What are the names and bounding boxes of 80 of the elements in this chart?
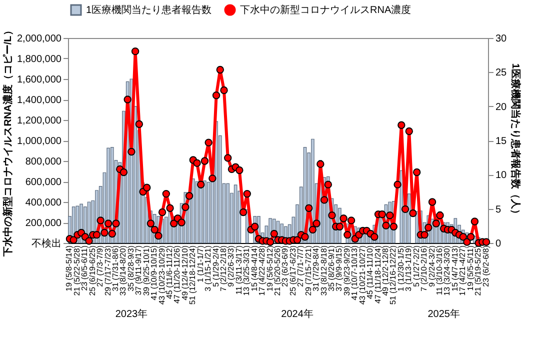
x-tick-label: 19 (5/6-5/12): [265, 245, 274, 292]
x-tick-label: 19 (5/5-5/11): [466, 245, 475, 291]
x-tick-label: 1 (1/1-1/7): [196, 245, 205, 282]
x-tick-label: 19 (5/8-5/14): [64, 245, 74, 292]
x-tick-label: 43 (10/23-10/29): [157, 245, 166, 305]
x-tick-label: 23 (6/3-6/9): [280, 245, 290, 287]
y-tick-label: 1,400,000: [17, 95, 62, 106]
x-tick-label: 17 (4/21-4/27): [458, 245, 468, 296]
x-tick-label: 47 (11/20-11/26): [172, 245, 182, 304]
y-tick-label: 不検出: [32, 238, 62, 250]
x-tick-label: 5 (1/27-2/2): [412, 245, 421, 287]
x-tick-label: 29 (7/15-7/21): [304, 245, 313, 296]
y-tick-label: 400,000: [25, 198, 62, 208]
x-tick-label: 33 (8/12-8/18): [319, 245, 328, 296]
x-tick-label: 35 (8/28-9/3): [126, 245, 136, 292]
text: 2023年: [115, 308, 148, 320]
x-tick-label: 15 (4/8-4/14): [250, 245, 259, 292]
y-tick-label: 2,000,000: [17, 34, 62, 44]
x-tick-label: 31 (7/29-8/4): [312, 245, 321, 292]
y2-tick-label: 25: [496, 68, 508, 79]
x-tick-label: 51 (12/18-12/24): [188, 245, 198, 305]
y2-tick-label: 30: [496, 34, 508, 44]
y-tick-label: 1,800,000: [17, 54, 62, 65]
y2-tick-label: 20: [496, 102, 508, 113]
legend-label: 下水中の新型コロナウイルスRNA濃度: [240, 4, 412, 16]
y-tick-label: 1,200,000: [17, 116, 62, 126]
text: 2025年: [428, 308, 460, 320]
y-axis-title: 下水中の新型コロナウイルスRNA濃度（コピー/L）: [2, 26, 14, 258]
x-tick-label: 17 (4/22-4/28): [258, 245, 267, 296]
x-tick-label: 13 (3/24-3/30): [442, 245, 452, 296]
x-tick-label: 45 (11/4-11/10): [366, 245, 375, 300]
x-tick-label: 3 (1/15-1/21): [204, 245, 213, 292]
y-tick-label: 600,000: [25, 177, 62, 188]
x-tick-label: 41 (10/7-10/13): [350, 245, 360, 300]
x-tick-label: 23 (6/5-6/11): [80, 245, 90, 291]
y2-tick-label: 10: [496, 170, 508, 182]
x-tick-label: 43 (10/21-10/27): [358, 245, 367, 305]
y2-tick-label: 0: [496, 238, 502, 250]
x-tick-label: 39 (9/23-9/29): [342, 245, 352, 296]
x-tick-label: 9 (2/24-3/2): [427, 245, 436, 287]
x-tick-label: 25 (6/17-6/23): [288, 245, 298, 296]
x-tick-label: 21 (5/19-5/25): [474, 245, 483, 296]
x-tick-label: 29 (7/17-7/23): [103, 245, 112, 296]
x-tick-label: 51 (12/16-12/22): [388, 245, 398, 305]
y2-tick-label: 15: [496, 136, 508, 147]
x-tick-label: 15 (4/7-4/13): [450, 245, 460, 292]
x-tick-label: 23 (6/2-6/8): [481, 245, 490, 287]
x-tick-label: 33 (8/14-8/20): [118, 245, 128, 296]
bar: [234, 184, 238, 244]
x-tick-label: 1 (12/30-1/5): [396, 245, 406, 292]
x-tick-label: 7 (2/10-2/16): [420, 245, 429, 292]
text: 2024年: [281, 308, 314, 320]
x-tick-label: 31 (7/31-8/6): [111, 245, 120, 292]
x-tick-label: 41 (10/9-10/15): [150, 245, 159, 300]
x-tick-label: 27 (7/1-7/7): [296, 245, 306, 287]
x-tick-label: 11 (3/11-3/17): [234, 245, 244, 295]
y-tick-label: 800,000: [25, 156, 62, 168]
x-tick-label: 3 (1/13-1/19): [404, 245, 414, 292]
x-tick-label: 37 (9/9-9/15): [334, 245, 344, 292]
x-tick-label: 37 (9/11-9/17): [134, 245, 144, 296]
x-tick-label: 9 (2/26-3/3): [226, 245, 236, 287]
y-tick-label: 1,600,000: [17, 74, 62, 86]
x-tick-label: 11 (3/10-3/16): [434, 245, 444, 296]
x-tick-label: 47 (11/18-11/24): [373, 245, 382, 304]
x-tick-label: 21 (5/22-5/28): [72, 245, 82, 296]
x-tick-label: 45 (11/6-11/12): [165, 245, 174, 300]
x-tick-label: 27 (7/3-7/9): [96, 245, 105, 287]
x-tick-label: 25 (6/19-6/25): [88, 245, 97, 296]
x-tick-label: 39 (9/25-10/1): [142, 245, 151, 296]
legend-label: 1医療機関当たり患者報告数: [86, 4, 212, 16]
x-tick-label: 21 (5/20-5/26): [273, 245, 282, 296]
y2-axis-title: 1医療機関当たり患者報告数（人）: [510, 63, 522, 219]
x-tick-label: 5 (1/29-2/4): [211, 245, 220, 287]
x-tick-label: 7 (2/12-2/18): [219, 245, 228, 292]
y-tick-label: 200,000: [25, 218, 62, 229]
x-tick-label: 49 (12/4-12/10): [180, 245, 190, 300]
bar: [226, 183, 230, 244]
y2-tick-label: 5: [496, 204, 502, 216]
x-tick-label: 13 (3/25-3/31): [242, 245, 252, 296]
y-tick-label: 1,000,000: [17, 136, 62, 147]
